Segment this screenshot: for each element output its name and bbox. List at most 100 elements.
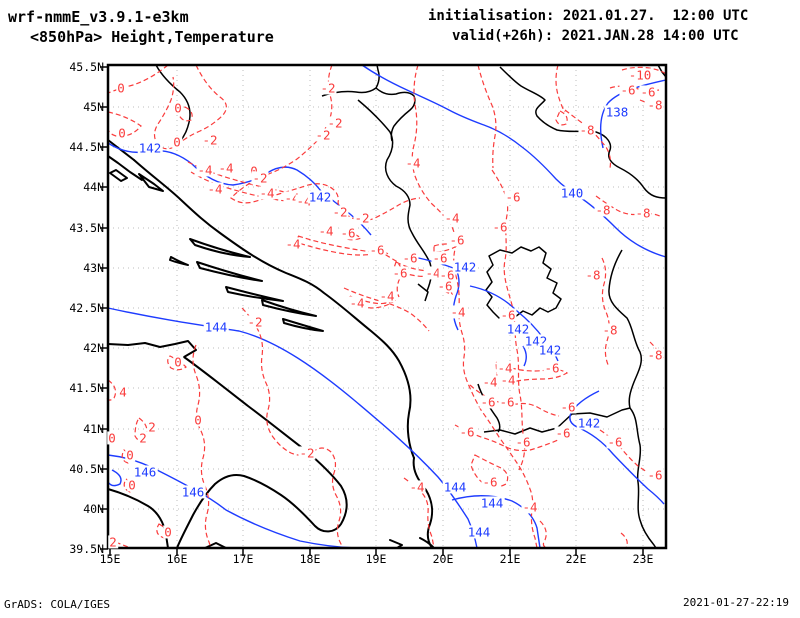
temperature-contour-label: -8 bbox=[578, 122, 596, 138]
temp-contour-0-south bbox=[167, 344, 212, 549]
temperature-contour-label: -2 bbox=[326, 115, 344, 131]
temperature-contour-label: -6 bbox=[504, 189, 522, 205]
italy-coast bbox=[107, 340, 348, 549]
temperature-contour-label: -6 bbox=[339, 225, 357, 241]
height-contour-label: 142 bbox=[307, 189, 333, 205]
y-axis-label: 43N bbox=[83, 261, 104, 275]
y-axis-label: 42.5N bbox=[69, 301, 104, 315]
height-contour-label: 142 bbox=[576, 415, 602, 431]
y-axis-label: 45.5N bbox=[69, 60, 104, 74]
x-axis-label: 17E bbox=[232, 552, 254, 566]
temperature-contour-label: 0 bbox=[193, 412, 203, 428]
temperature-contour-label: -6 bbox=[438, 267, 456, 283]
creation-timestamp: 2021-01-27-22:19 bbox=[683, 596, 789, 609]
temperature-contour-label: -4 bbox=[521, 499, 539, 515]
x-axis-label: 16E bbox=[166, 552, 188, 566]
temperature-contour-label: -4 bbox=[206, 181, 224, 197]
temp-contour-neg2-south bbox=[241, 307, 344, 549]
temperature-contour-label: 0 bbox=[117, 125, 127, 141]
temperature-contour-label: -4 bbox=[258, 185, 276, 201]
border-macedonia-greece-bulgaria bbox=[483, 407, 657, 549]
temperature-contour-label: -2 bbox=[319, 80, 337, 96]
valid-time: valid(+26h): 2021.JAN.28 14:00 UTC bbox=[452, 28, 739, 44]
temperature-contour-label: 2 bbox=[108, 534, 118, 550]
x-axis-label: 21E bbox=[499, 552, 521, 566]
temp-contour-neg6-east-loop bbox=[495, 360, 569, 382]
temperature-contour-label: 2 bbox=[138, 430, 148, 446]
temperature-contours bbox=[105, 64, 667, 549]
height-contour-label: 138 bbox=[604, 104, 630, 120]
temperature-contour-label: -6 bbox=[448, 232, 466, 248]
height-contour-142-nw bbox=[107, 142, 372, 236]
temperature-contour-label: -4 bbox=[449, 304, 467, 320]
axis-tick-marks bbox=[100, 66, 644, 556]
temperature-contour-label: -6 bbox=[619, 82, 637, 98]
plot-frame bbox=[106, 63, 668, 550]
temperature-contour-label: -6 bbox=[514, 434, 532, 450]
temperature-contour-label: -2 bbox=[246, 314, 264, 330]
temperature-contour-label: -4 bbox=[443, 210, 461, 226]
temperature-contour-label: -8 bbox=[646, 97, 664, 113]
temperature-contour-label: -6 bbox=[431, 250, 449, 266]
temperature-contour-label: 0 bbox=[249, 164, 259, 178]
temp-contour-neg6-south bbox=[454, 384, 659, 488]
temperature-contour-label: -6 bbox=[368, 242, 386, 258]
x-axis-label: 19E bbox=[365, 552, 387, 566]
temperature-contour-label: -4 bbox=[404, 155, 422, 171]
temperature-contour-label: -2 bbox=[353, 210, 371, 226]
temperature-contour-label: -6 bbox=[479, 394, 497, 410]
temperature-contour-label: -6 bbox=[606, 434, 624, 450]
temperature-contour-label: 0 bbox=[125, 447, 135, 463]
height-contour-label: 144 bbox=[203, 319, 229, 335]
temperature-contour-label: -8 bbox=[601, 322, 619, 338]
y-axis-label: 39.5N bbox=[69, 542, 104, 556]
temperature-contour-label: -4 bbox=[499, 372, 517, 388]
temperature-contour-label: -2 bbox=[331, 204, 349, 220]
temperature-contour-label: -4 bbox=[317, 223, 335, 239]
height-contour-140 bbox=[361, 64, 667, 258]
temperature-contour-label: -4 bbox=[196, 162, 214, 178]
temperature-contour-label: 0 bbox=[173, 354, 183, 370]
x-axis-label: 23E bbox=[632, 552, 654, 566]
dalmatian-albania-coast bbox=[133, 159, 415, 459]
border-northwest bbox=[155, 64, 191, 148]
height-contour-label: 144 bbox=[479, 495, 505, 511]
height-contour-label: 146 bbox=[180, 484, 206, 500]
temperature-contour-label: -4 bbox=[378, 288, 396, 304]
y-axis-label: 44.5N bbox=[69, 140, 104, 154]
temperature-contour-label: -4 bbox=[284, 236, 302, 252]
border-kosovo-macedonia bbox=[477, 383, 501, 433]
temperature-contour-label: -2 bbox=[251, 170, 269, 186]
temperature-contour-label: -4 bbox=[217, 160, 235, 176]
temperature-contour-label: 0 bbox=[172, 134, 182, 150]
x-axis-label: 20E bbox=[432, 552, 454, 566]
temperature-contour-label: -6 bbox=[481, 474, 499, 490]
lat-lon-grid bbox=[108, 65, 666, 548]
temperature-contour-label: -8 bbox=[594, 202, 612, 218]
temperature-contour-label: -6 bbox=[559, 399, 577, 415]
x-axis-label: 18E bbox=[299, 552, 321, 566]
temperature-contour-label: -6 bbox=[436, 278, 454, 294]
y-axis-label: 41N bbox=[83, 422, 104, 436]
temperature-contour-label: -6 bbox=[391, 265, 409, 281]
y-axis-label: 40.5N bbox=[69, 462, 104, 476]
temperature-contour-label: 2 bbox=[147, 419, 157, 435]
height-contour-label: 146 bbox=[132, 464, 158, 480]
grads-credit: GrADS: COLA/IGES bbox=[4, 598, 110, 611]
temperature-contour-label: -2 bbox=[298, 445, 316, 461]
y-axis-label: 41.5N bbox=[69, 381, 104, 395]
height-contour-label: 140 bbox=[559, 185, 585, 201]
coastlines-borders bbox=[107, 64, 667, 549]
temperature-contour-label: -10 bbox=[627, 67, 653, 83]
height-contour-label: 144 bbox=[442, 479, 468, 495]
greece-west-coast bbox=[389, 457, 434, 549]
border-serbia-bulgaria bbox=[608, 249, 643, 409]
y-axis-label: 40N bbox=[83, 502, 104, 516]
temperature-contour-label: -2 bbox=[201, 132, 219, 148]
temperature-contour-label: 0 bbox=[163, 524, 173, 540]
y-axis-label: 42N bbox=[83, 341, 104, 355]
temp-contour-bottom-right-bits bbox=[539, 110, 628, 549]
temperature-contour-label: -6 bbox=[491, 219, 509, 235]
model-title: wrf-nmmE_v3.9.1-e3km bbox=[8, 8, 189, 26]
